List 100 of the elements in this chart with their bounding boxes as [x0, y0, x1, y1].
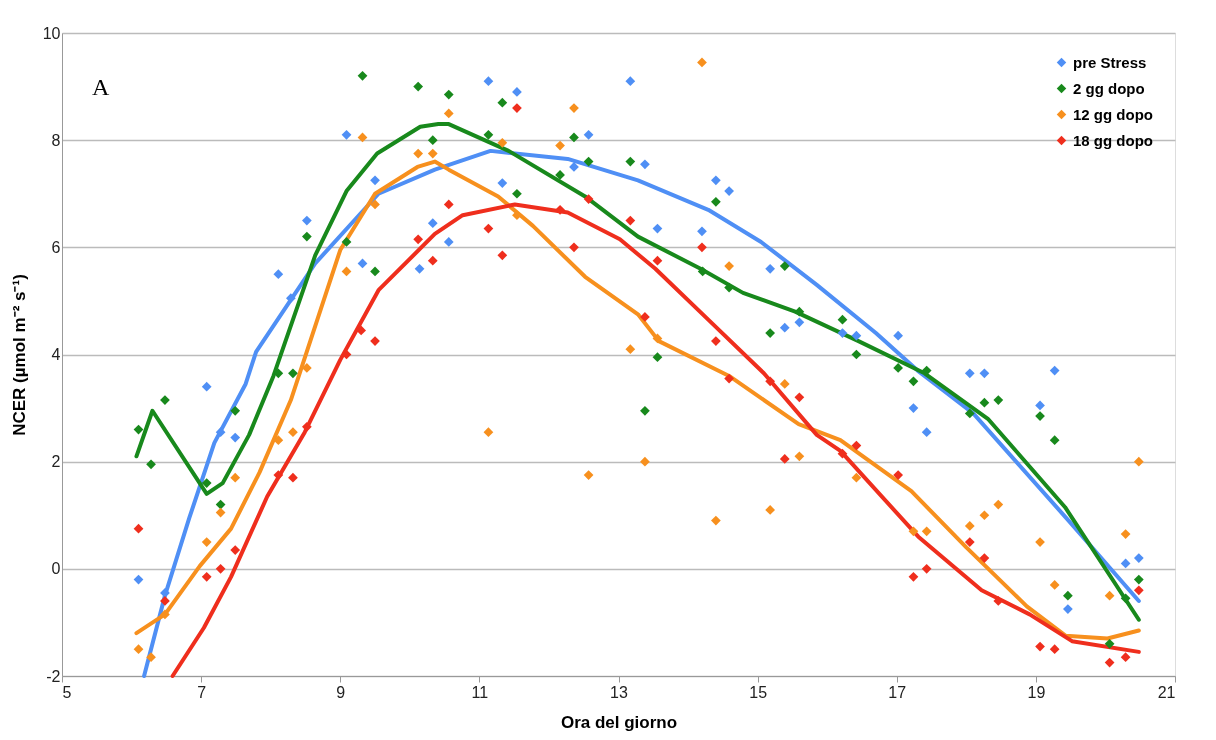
point [765, 505, 776, 515]
point [133, 523, 144, 534]
y-tick-label: 2 [51, 453, 61, 471]
point [921, 427, 932, 438]
point [555, 204, 565, 215]
point [794, 392, 805, 403]
annotation: A [92, 74, 110, 100]
y-axis-title: NCER (µmol m⁻² s⁻¹) [9, 274, 29, 436]
point [1120, 652, 1131, 663]
point [341, 129, 352, 140]
point [724, 373, 734, 384]
point [341, 237, 352, 247]
point [1104, 657, 1115, 668]
point [569, 242, 579, 253]
point [1035, 411, 1045, 421]
point [625, 215, 636, 226]
y-tick-label: 4 [51, 346, 61, 363]
point [779, 261, 790, 271]
point [640, 405, 650, 416]
point [765, 376, 776, 387]
x-tick-label: 15 [749, 683, 768, 701]
point [711, 515, 721, 526]
point [443, 237, 454, 247]
point [964, 408, 975, 419]
legend-label: 12 gg dopo [1073, 105, 1153, 123]
point [711, 175, 721, 186]
point [497, 137, 508, 148]
point [215, 499, 226, 510]
point [921, 526, 932, 537]
point [964, 368, 975, 379]
point [427, 218, 438, 229]
x-tick-label: 13 [610, 683, 628, 701]
point [851, 440, 862, 451]
point [908, 403, 919, 413]
y-tick-label: 6 [51, 238, 61, 256]
point [779, 454, 790, 464]
point [288, 427, 298, 438]
point [979, 397, 990, 408]
legend-label: 18 gg dopo [1073, 131, 1153, 149]
x-tick-label: 5 [62, 683, 72, 701]
point [443, 199, 454, 210]
point [893, 330, 904, 341]
point [583, 156, 594, 167]
point [1063, 604, 1073, 614]
point [413, 148, 424, 159]
point [1049, 580, 1060, 590]
point [301, 421, 312, 432]
point [993, 499, 1004, 510]
x-tick-label: 7 [197, 683, 207, 701]
point [837, 328, 848, 338]
x-tick-label: 19 [1027, 683, 1046, 701]
point [765, 328, 776, 338]
point [497, 178, 508, 188]
point [1035, 641, 1045, 652]
point [1035, 400, 1045, 411]
point [1120, 529, 1131, 539]
y-tick-label: 8 [51, 131, 61, 149]
y-tick-label: 10 [42, 24, 61, 42]
point [201, 572, 212, 582]
point [1063, 590, 1073, 601]
point [1104, 590, 1115, 601]
point [779, 379, 790, 389]
point [427, 255, 438, 266]
point [483, 129, 494, 140]
legend-label: pre Stress [1073, 53, 1147, 71]
point [893, 470, 904, 480]
point [979, 368, 990, 379]
point [711, 336, 721, 346]
point [443, 89, 454, 100]
point [146, 459, 156, 470]
point [711, 196, 721, 207]
point [724, 282, 734, 293]
point [497, 97, 508, 108]
point [301, 215, 312, 226]
point [921, 563, 932, 574]
point [497, 250, 508, 261]
point [370, 175, 380, 186]
point [794, 451, 805, 462]
point [697, 226, 707, 237]
point [146, 652, 156, 663]
point [640, 159, 650, 170]
point [697, 57, 707, 68]
point [837, 314, 848, 325]
point [908, 376, 919, 387]
point [483, 427, 494, 438]
point [1049, 644, 1060, 655]
point [555, 140, 565, 151]
point [215, 427, 226, 438]
point [414, 263, 425, 274]
x-tick-label: 9 [336, 683, 346, 701]
y-tick-label: -2 [46, 667, 61, 685]
point [1049, 435, 1060, 446]
point [413, 234, 424, 245]
point [979, 553, 990, 563]
point [288, 368, 298, 379]
point [201, 478, 212, 488]
point [1133, 553, 1144, 563]
point [201, 537, 212, 547]
point [724, 261, 734, 271]
point [512, 188, 522, 199]
